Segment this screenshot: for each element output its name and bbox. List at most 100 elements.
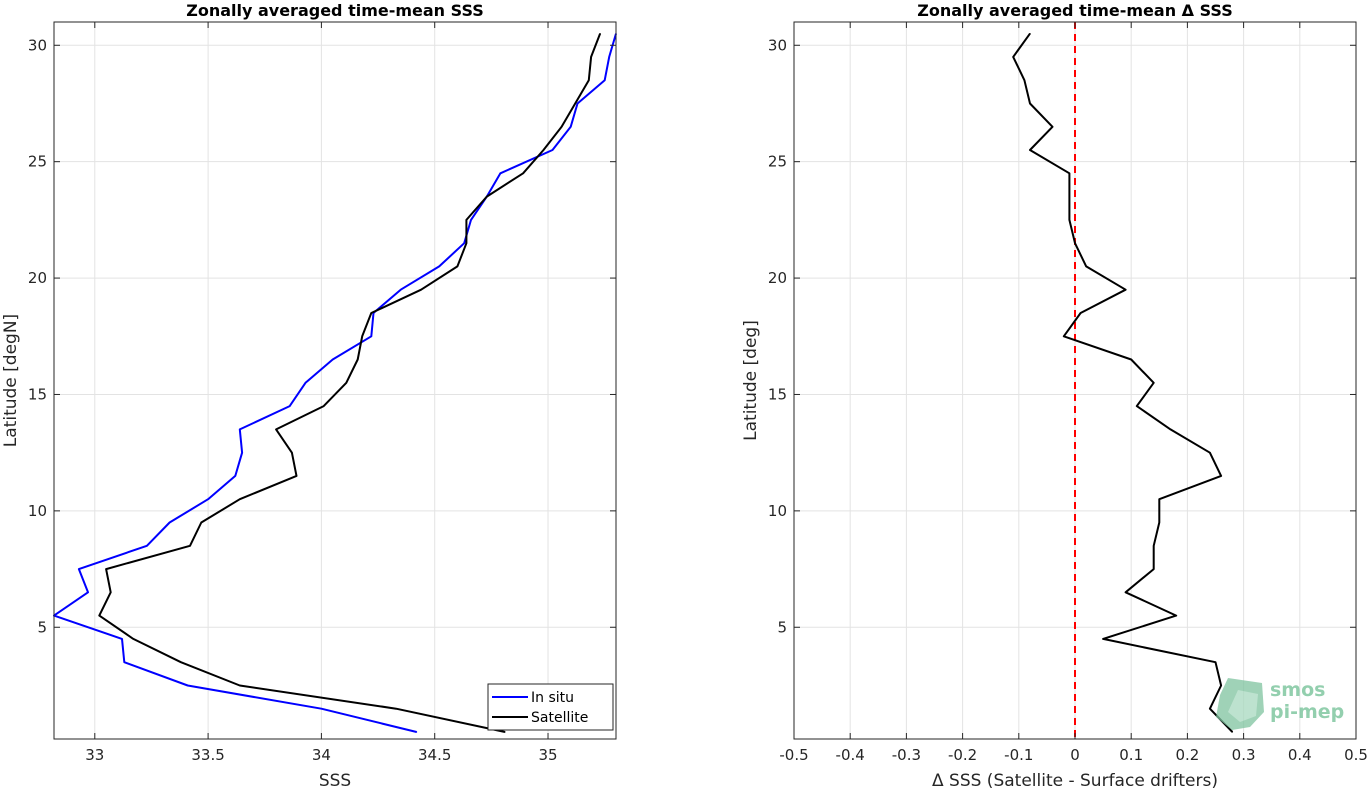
delta-series-delta-point bbox=[1068, 172, 1070, 174]
delta-y-axis-label: Latitude [deg] bbox=[741, 320, 761, 441]
delta-panel: -0.5 -0.4 -0.3 -0.2 -0.1 0 0.1 0.2 0.3 0.4 0.5 5 10 1… bbox=[741, 1, 1368, 791]
sss-series-in-situ-point bbox=[234, 475, 236, 477]
sss-series-in-situ-point bbox=[146, 545, 148, 547]
sss-series-satellite-point bbox=[588, 79, 590, 81]
sss-series-satellite-point bbox=[345, 382, 347, 384]
delta-series-delta-point bbox=[1214, 661, 1217, 663]
sss-x-tick-label: 33.5 bbox=[191, 746, 224, 764]
delta-x-tick-label: 0.2 bbox=[1175, 746, 1199, 764]
logo-text-smos: smos bbox=[1270, 679, 1325, 701]
sss-x-tick-label: 33 bbox=[85, 746, 104, 764]
delta-series-delta-point bbox=[1169, 428, 1172, 430]
sss-series-in-situ-point bbox=[608, 56, 610, 58]
logo-map-inner bbox=[1228, 690, 1258, 722]
delta-series-delta-point bbox=[1153, 545, 1155, 547]
delta-series-delta-point bbox=[1124, 591, 1127, 593]
sss-series-satellite-point bbox=[295, 475, 298, 477]
sss-series-in-situ-point bbox=[304, 382, 307, 384]
sss-series-satellite-point bbox=[110, 591, 112, 593]
sss-series-in-situ-point bbox=[400, 289, 402, 291]
sss-grid bbox=[54, 22, 616, 739]
delta-x-tick-label: 0.5 bbox=[1344, 746, 1368, 764]
sss-series-satellite-point bbox=[323, 405, 325, 407]
delta-y-tick-label: 15 bbox=[768, 385, 787, 403]
sss-series-in-situ-point bbox=[370, 335, 372, 337]
delta-series-delta-point bbox=[1074, 242, 1076, 244]
delta-series-delta-point bbox=[1051, 126, 1054, 128]
delta-series-delta-point bbox=[1012, 56, 1014, 58]
sss-series-satellite-point bbox=[275, 428, 277, 430]
delta-series-delta-point bbox=[1220, 475, 1222, 477]
delta-series-delta-point bbox=[1023, 79, 1026, 81]
sss-series-satellite-point bbox=[561, 126, 563, 128]
sss-series-satellite-point bbox=[98, 615, 100, 617]
sss-series-in-situ-point bbox=[570, 126, 572, 128]
sss-series-in-situ-point bbox=[289, 405, 291, 407]
delta-x-tick-label: -0.4 bbox=[836, 746, 865, 764]
delta-y-tick-label: 20 bbox=[768, 269, 787, 287]
delta-grid bbox=[793, 22, 1357, 739]
delta-x-tick-label: 0.3 bbox=[1232, 746, 1256, 764]
sss-legend-label: In situ bbox=[531, 690, 574, 706]
sss-legend-box bbox=[487, 683, 614, 731]
delta-series-delta-point bbox=[1102, 638, 1104, 640]
sss-y-tick-label: 20 bbox=[28, 269, 47, 287]
sss-series-in-situ-point bbox=[332, 358, 334, 361]
sss-series-satellite-point bbox=[189, 545, 191, 547]
delta-series-delta-points bbox=[1012, 33, 1233, 733]
sss-series-satellite-point bbox=[599, 33, 601, 35]
delta-series-delta-point bbox=[1029, 33, 1031, 35]
sss-series-satellite-point bbox=[357, 358, 359, 361]
sss-series-satellite-point bbox=[132, 638, 134, 640]
sss-series-satellite-point bbox=[465, 242, 468, 244]
sss-series-satellite-point bbox=[239, 684, 241, 687]
sss-series-in-situ-point bbox=[438, 265, 440, 268]
sss-y-tick-label: 30 bbox=[28, 36, 47, 54]
sss-series-in-situ-point bbox=[551, 149, 554, 151]
sss-series-satellite-point bbox=[105, 568, 107, 570]
delta-series-delta-point bbox=[1029, 102, 1031, 105]
delta-series-delta-point bbox=[1158, 498, 1160, 500]
delta-x-tick-label: -0.5 bbox=[779, 746, 808, 764]
delta-y-tick-label: 30 bbox=[768, 36, 787, 54]
sss-series-in-situ-point bbox=[241, 452, 243, 454]
sss-series-in-situ-point bbox=[415, 731, 418, 733]
delta-series-delta-point bbox=[1209, 452, 1211, 454]
delta-chart-title: Zonally averaged time-mean Δ SSS bbox=[917, 1, 1233, 20]
delta-y-tick-label: 25 bbox=[768, 153, 787, 171]
sss-axes-box bbox=[53, 21, 617, 740]
delta-y-tick-label: 10 bbox=[768, 502, 787, 520]
sss-series-in-situ-point bbox=[320, 708, 323, 710]
sss-series-satellite-point bbox=[522, 172, 524, 174]
sss-series-satellite-point bbox=[180, 661, 182, 663]
delta-series-delta-point bbox=[1029, 149, 1031, 151]
sss-y-tick-label: 25 bbox=[28, 153, 47, 171]
delta-series-delta-point bbox=[1158, 521, 1160, 524]
sss-y-axis-label: Latitude [degN] bbox=[1, 314, 21, 447]
delta-x-axis-label: Δ SSS (Satellite - Surface drifters) bbox=[932, 771, 1218, 791]
sss-series-satellite-point bbox=[361, 335, 363, 337]
delta-y-tick-label: 5 bbox=[777, 618, 787, 636]
delta-series-delta-point bbox=[1130, 358, 1132, 361]
sss-x-axis-label: SSS bbox=[319, 771, 351, 791]
delta-x-tick-label: 0.4 bbox=[1288, 746, 1312, 764]
sss-legend-label: Satellite bbox=[531, 710, 588, 726]
sss-x-tick-label: 34 bbox=[312, 746, 331, 764]
sss-series-in-situ-point bbox=[576, 102, 579, 105]
delta-series-delta-point bbox=[1153, 382, 1155, 384]
sss-legend: In situ Satellite bbox=[487, 683, 614, 731]
delta-series-delta-point bbox=[1153, 568, 1155, 570]
delta-x-tick-label: -0.2 bbox=[948, 746, 977, 764]
sss-series-in-situ-point bbox=[121, 638, 123, 640]
sss-series-satellite-point bbox=[370, 312, 372, 314]
sss-series-satellite-point bbox=[200, 521, 202, 524]
sss-x-tick-label: 34.5 bbox=[418, 746, 451, 764]
delta-series-delta-point bbox=[1063, 335, 1065, 337]
delta-x-tick-label: -0.3 bbox=[892, 746, 921, 764]
sss-series-satellite-point bbox=[465, 219, 468, 221]
sss-series-satellite-point bbox=[574, 102, 576, 105]
sss-series-in-situ-point bbox=[604, 79, 606, 81]
delta-series-delta-point bbox=[1068, 195, 1070, 198]
sss-series-satellite-points bbox=[98, 33, 601, 733]
